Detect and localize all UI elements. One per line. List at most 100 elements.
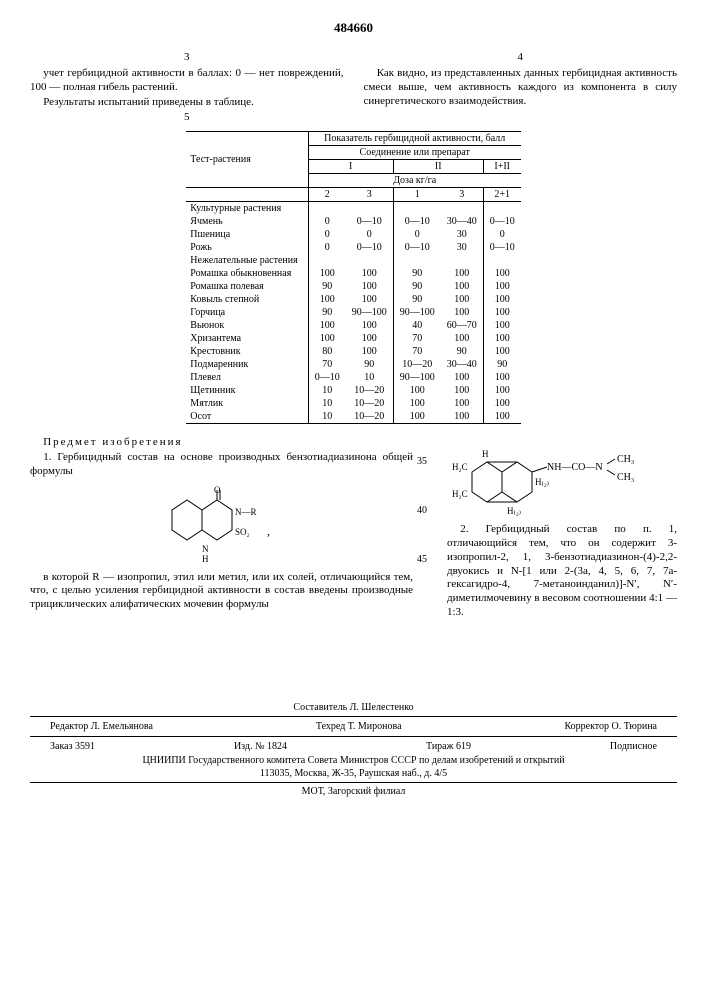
cell: 100 [346, 293, 394, 306]
cell: 100 [441, 397, 484, 410]
plant-name: Плевел [186, 371, 308, 384]
cell: 0—10 [393, 215, 441, 228]
plant-name: Горчица [186, 306, 308, 319]
cell: 90 [308, 280, 346, 293]
th-main: Показатель гербицидной активности, балл [308, 132, 521, 146]
cell: 100 [308, 267, 346, 280]
cell: 0—10 [346, 215, 394, 228]
cell: 100 [346, 267, 394, 280]
group-label: Нежелательные растения [186, 254, 308, 267]
cell: 70 [393, 332, 441, 345]
col-num-right: 4 [364, 51, 678, 63]
cell: 60—70 [441, 319, 484, 332]
cell: 0 [308, 215, 346, 228]
cell: 90—100 [393, 306, 441, 319]
svg-text:H: H [482, 449, 489, 459]
cell: 100 [393, 397, 441, 410]
cell: 40 [393, 319, 441, 332]
cell: 90—100 [346, 306, 394, 319]
cell: 100 [393, 410, 441, 424]
cell: 0—10 [483, 215, 521, 228]
marker-5: 5 [30, 111, 344, 123]
plant-name: Ковыль степной [186, 293, 308, 306]
line-markers: 35 40 45 [413, 436, 427, 620]
footer-compiled: Составитель Л. Шелестенко [30, 701, 677, 714]
cell: 80 [308, 345, 346, 358]
th-II: II [393, 160, 483, 174]
footer-addr: 113035, Москва, Ж-35, Раушская наб., д. … [30, 767, 677, 780]
cell: 90 [308, 306, 346, 319]
footer-tech: Техред Т. Миронова [316, 720, 402, 733]
right-para: Как видно, из представленных данных герб… [364, 67, 678, 108]
cell: 100 [441, 280, 484, 293]
cell: 10—20 [393, 358, 441, 371]
cell: 100 [441, 410, 484, 424]
plant-name: Подмаренник [186, 358, 308, 371]
th-dose: Доза кг/га [308, 174, 521, 188]
col-num-left: 3 [30, 51, 344, 63]
plant-name: Ромашка обыкновенная [186, 267, 308, 280]
plant-name: Пшеница [186, 228, 308, 241]
th-mix: I+II [483, 160, 521, 174]
cell: 0—10 [393, 241, 441, 254]
cell: 70 [308, 358, 346, 371]
svg-text:H₂C: H₂C [452, 489, 468, 499]
activity-table: Тест-растения Показатель гербицидной акт… [186, 131, 520, 424]
cell: 100 [308, 293, 346, 306]
cell: 100 [441, 293, 484, 306]
plant-name: Крестовник [186, 345, 308, 358]
plant-name: Щетинник [186, 384, 308, 397]
cell: 30 [441, 241, 484, 254]
cell: 100 [441, 371, 484, 384]
cell: 100 [441, 267, 484, 280]
svg-text:H₂C: H₂C [452, 462, 468, 472]
cell: 90 [393, 293, 441, 306]
cell: 100 [346, 280, 394, 293]
cell: 10 [346, 371, 394, 384]
svg-text:H: H [202, 554, 209, 564]
footer-izd: Изд. № 1824 [234, 740, 287, 753]
th-sub: Соединение или препарат [308, 146, 521, 160]
svg-text:,: , [267, 524, 270, 538]
footer-podp: Подписное [610, 740, 657, 753]
cell: 100 [483, 306, 521, 319]
plant-name: Вьюнок [186, 319, 308, 332]
cell: 100 [483, 332, 521, 345]
svg-text:NH—CO—N: NH—CO—N [547, 462, 603, 473]
cell: 100 [483, 410, 521, 424]
cell: 90 [393, 267, 441, 280]
plant-name: Ячмень [186, 215, 308, 228]
cell: 100 [441, 332, 484, 345]
svg-text:CH₃: CH₃ [617, 454, 634, 465]
top-columns: 3 учет гербицидной активности в баллах: … [30, 51, 677, 123]
cell: 100 [483, 371, 521, 384]
cell: 10 [308, 397, 346, 410]
svg-text:N: N [202, 544, 209, 554]
cell: 90—100 [393, 371, 441, 384]
claim1-b: в которой R — изопропил, этил или метил,… [30, 571, 413, 612]
cell: 30—40 [441, 215, 484, 228]
cell: 10—20 [346, 410, 394, 424]
cell: 0 [308, 228, 346, 241]
cell: 100 [441, 306, 484, 319]
claim1-a: 1. Гербицидный состав на основе производ… [30, 451, 413, 479]
th-test: Тест-растения [186, 132, 308, 188]
document-number: 484660 [30, 20, 677, 36]
cell: 100 [346, 345, 394, 358]
cell: 100 [308, 332, 346, 345]
cell: 100 [483, 293, 521, 306]
footer-editor: Редактор Л. Емельянова [50, 720, 153, 733]
cell: 0 [393, 228, 441, 241]
cell: 100 [346, 332, 394, 345]
cell: 90 [346, 358, 394, 371]
cell: 100 [308, 319, 346, 332]
svg-text:CH₃: CH₃ [617, 472, 634, 483]
cell: 0—10 [346, 241, 394, 254]
cell: 0 [483, 228, 521, 241]
cell: 100 [483, 397, 521, 410]
cell: 100 [483, 319, 521, 332]
plant-name: Рожь [186, 241, 308, 254]
cell: 0—10 [483, 241, 521, 254]
cell: 70 [393, 345, 441, 358]
cell: 10 [308, 410, 346, 424]
